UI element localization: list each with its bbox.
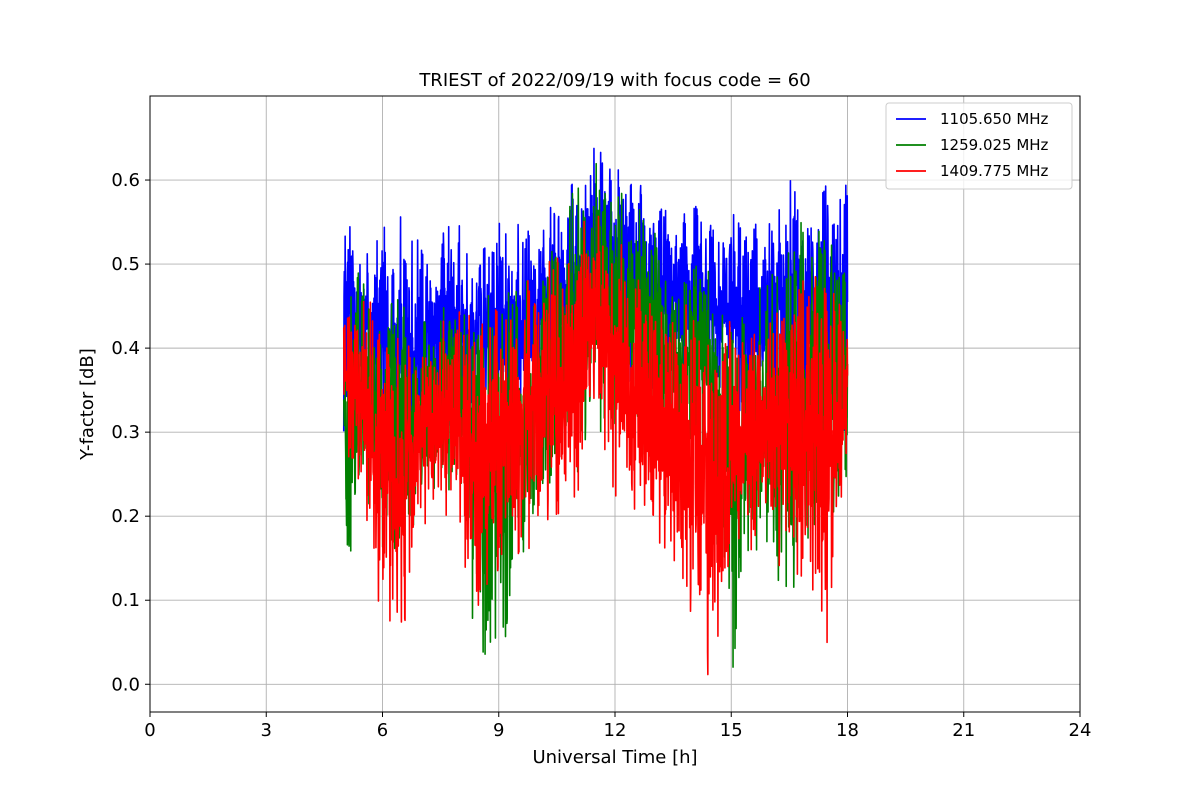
- x-axis-label: Universal Time [h]: [532, 747, 697, 768]
- x-tick-label: 15: [720, 720, 743, 741]
- y-tick-label: 0.2: [111, 506, 140, 527]
- legend-box: [885, 102, 1073, 190]
- legend: 1105.650 MHz 1259.025 MHz 1409.775 MHz: [885, 102, 1073, 190]
- legend-entry: 1409.775 MHz: [940, 162, 1049, 180]
- y-axis-label: Y-factor [dB]: [77, 348, 98, 461]
- y-tick-label: 0.0: [111, 674, 140, 695]
- x-tick-label: 21: [952, 720, 975, 741]
- x-tick-label: 18: [836, 720, 859, 741]
- x-tick-label: 0: [144, 720, 155, 741]
- x-tick-label: 6: [377, 720, 388, 741]
- x-tick-label: 3: [261, 720, 272, 741]
- series-layer: [342, 147, 849, 676]
- y-tick-label: 0.6: [111, 170, 140, 191]
- chart-title: TRIEST of 2022/09/19 with focus code = 6…: [418, 70, 810, 91]
- legend-entry: 1259.025 MHz: [940, 136, 1049, 154]
- y-tick-label: 0.1: [111, 590, 140, 611]
- x-tick-label: 9: [493, 720, 504, 741]
- series-line-3: [342, 215, 849, 676]
- y-tick-label: 0.4: [111, 338, 140, 359]
- y-tick-label: 0.5: [111, 254, 140, 275]
- legend-entry: 1105.650 MHz: [940, 110, 1049, 128]
- x-tick-label: 12: [604, 720, 627, 741]
- y-tick-label: 0.3: [111, 422, 140, 443]
- x-tick-label: 24: [1069, 720, 1092, 741]
- axis-ticks: 0 3 6 9 12 15 18 21 24 0.0 0.1 0.2 0.3 0.4 0.5 0.6: [111, 170, 1091, 741]
